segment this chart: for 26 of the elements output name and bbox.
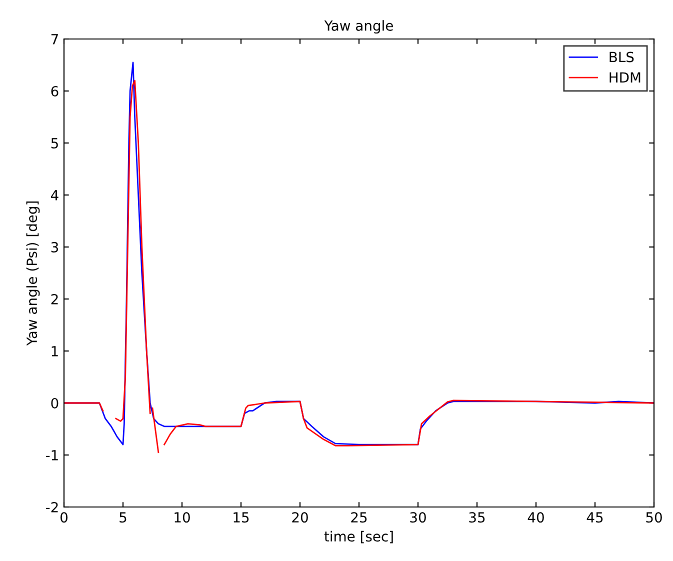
y-tick-label: 5 [51, 138, 58, 148]
legend-label: BLS [610, 52, 634, 62]
y-tick-label: 6 [51, 86, 58, 96]
y-tick-label: 2 [51, 294, 58, 304]
x-tick-label: 0 [60, 512, 68, 523]
chart-title: Yaw angle [324, 20, 393, 34]
y-tick-label: -1 [46, 450, 58, 460]
x-tick-label: 20 [292, 512, 308, 523]
x-tick-label: 5 [120, 512, 126, 523]
x-axis-title: time [sec] [324, 530, 393, 544]
legend-label: HDM [610, 72, 640, 82]
x-tick-label: 30 [410, 512, 426, 523]
y-tick-label: 0 [51, 398, 58, 408]
y-tick-label: 7 [51, 34, 58, 44]
y-tick-label: -2 [46, 502, 58, 512]
y-tick-label: 3 [51, 242, 58, 252]
x-tick-label: 15 [234, 512, 249, 523]
x-tick-label: 10 [174, 512, 190, 523]
y-tick-label: 1 [52, 346, 58, 356]
x-tick-label: 35 [469, 512, 485, 523]
x-tick-label: 50 [646, 512, 662, 523]
x-tick-label: 25 [351, 512, 367, 523]
y-axis-title: Yaw angle (Psi) [deg] [26, 202, 40, 346]
x-tick-label: 45 [586, 512, 603, 523]
x-tick-label: 40 [528, 512, 544, 523]
y-tick-label: 4 [50, 190, 58, 200]
